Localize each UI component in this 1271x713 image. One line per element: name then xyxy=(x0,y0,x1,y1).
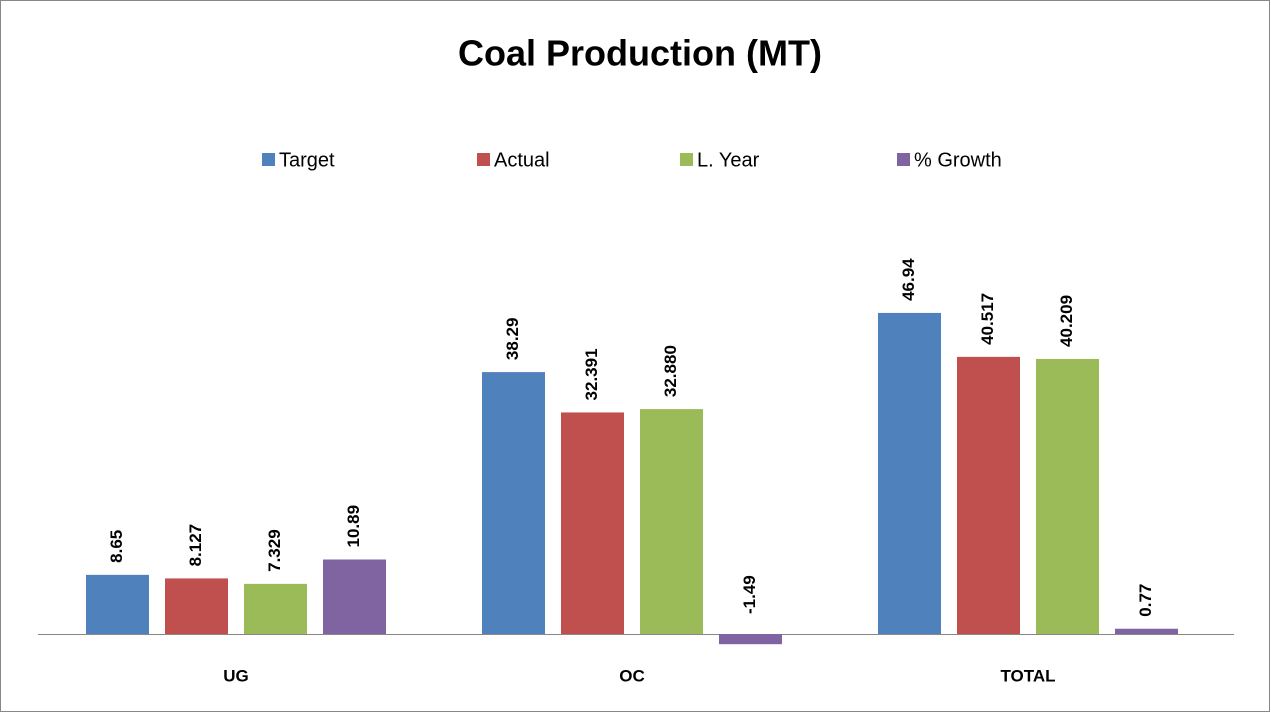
legend-label: Target xyxy=(279,149,335,171)
data-label: 40.209 xyxy=(1057,295,1076,347)
bar xyxy=(957,356,1020,634)
bar xyxy=(640,409,703,634)
data-label: 8.127 xyxy=(186,524,205,567)
bar xyxy=(86,574,149,634)
data-label: 8.65 xyxy=(107,530,126,563)
data-label: 46.94 xyxy=(899,258,918,301)
data-label: -1.49 xyxy=(740,575,759,614)
legend-label: Actual xyxy=(494,149,550,171)
data-label: 40.517 xyxy=(978,293,997,345)
data-label: 0.77 xyxy=(1136,584,1155,617)
data-label: 10.89 xyxy=(344,505,363,548)
bar xyxy=(561,412,624,634)
data-label: 32.391 xyxy=(582,348,601,400)
legend-swatch xyxy=(477,153,490,166)
legend-swatch xyxy=(680,153,693,166)
x-tick-label: TOTAL xyxy=(1000,666,1055,685)
bar xyxy=(165,578,228,634)
bar xyxy=(878,312,941,634)
legend-swatch xyxy=(897,153,910,166)
x-tick-label: UG xyxy=(223,666,249,685)
x-tick-label: OC xyxy=(619,666,645,685)
bar xyxy=(1115,628,1178,634)
legend-label: L. Year xyxy=(697,149,760,171)
legend-swatch xyxy=(262,153,275,166)
data-label: 38.29 xyxy=(503,318,522,361)
bar xyxy=(323,559,386,634)
bar xyxy=(1036,358,1099,634)
bar xyxy=(482,372,545,634)
chart-title: Coal Production (MT) xyxy=(458,33,822,74)
legend-label: % Growth xyxy=(914,149,1002,171)
data-label: 7.329 xyxy=(265,529,284,572)
bar xyxy=(244,583,307,634)
bar xyxy=(719,634,782,645)
data-label: 32.880 xyxy=(661,345,680,397)
